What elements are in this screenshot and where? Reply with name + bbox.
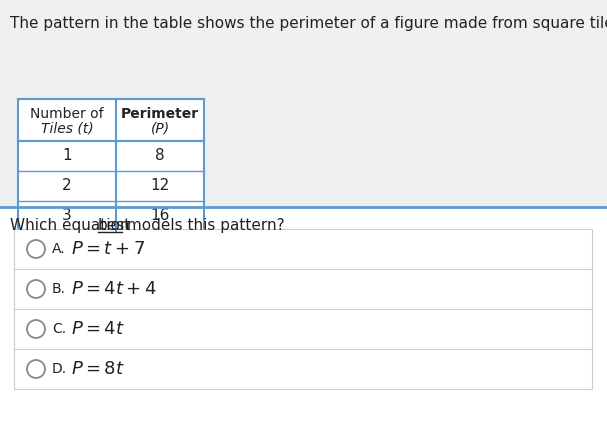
- Text: B.: B.: [52, 282, 66, 296]
- Text: The pattern in the table shows the perimeter of a figure made from square tiles.: The pattern in the table shows the perim…: [10, 16, 607, 31]
- Text: A.: A.: [52, 242, 66, 256]
- Circle shape: [27, 320, 45, 338]
- Text: (P): (P): [151, 121, 169, 135]
- Text: $P = 8t$: $P = 8t$: [71, 360, 125, 378]
- Bar: [14, 229, 592, 389]
- Circle shape: [27, 240, 45, 258]
- Text: 2: 2: [62, 178, 72, 193]
- Text: Perimeter: Perimeter: [121, 107, 199, 121]
- Text: models this pattern?: models this pattern?: [122, 218, 285, 233]
- Text: $P = 4t + 4$: $P = 4t + 4$: [71, 280, 157, 298]
- Text: 16: 16: [151, 208, 170, 224]
- Text: 8: 8: [155, 148, 165, 163]
- Text: best: best: [98, 218, 131, 233]
- Circle shape: [27, 280, 45, 298]
- Text: Tiles (t): Tiles (t): [41, 121, 93, 135]
- Text: C.: C.: [52, 322, 66, 336]
- Text: D.: D.: [52, 362, 67, 376]
- Text: Number of: Number of: [30, 107, 104, 121]
- Text: $P = t + 7$: $P = t + 7$: [71, 240, 145, 258]
- Text: 3: 3: [62, 208, 72, 224]
- Bar: [18, 99, 204, 231]
- Text: $P = 4t$: $P = 4t$: [71, 320, 125, 338]
- Text: 1: 1: [62, 148, 72, 163]
- Circle shape: [27, 360, 45, 378]
- Text: 12: 12: [151, 178, 169, 193]
- Bar: [0, 207, 607, 429]
- Text: Which equation: Which equation: [10, 218, 134, 233]
